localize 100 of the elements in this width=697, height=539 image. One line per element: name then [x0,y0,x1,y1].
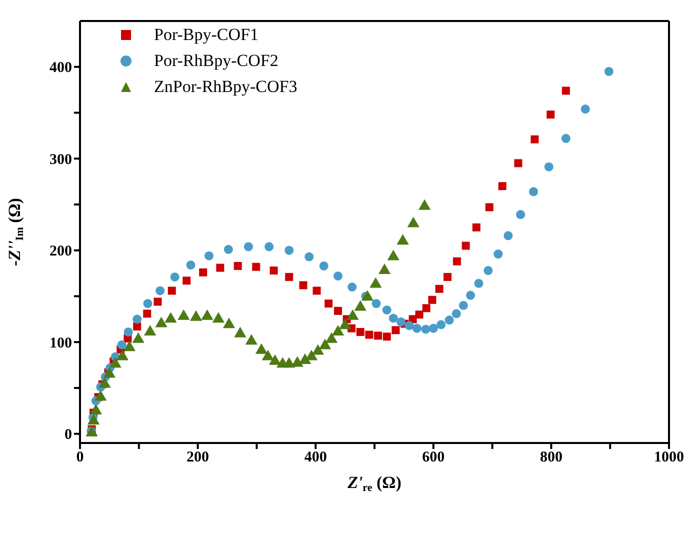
y-tick-label: 300 [50,152,72,168]
point [333,272,342,281]
point [201,309,214,320]
point [544,162,554,172]
point [485,203,494,212]
point [604,66,614,76]
x-tick-label: 400 [304,450,327,466]
x-tick-label: 600 [422,450,445,466]
point [546,110,555,119]
point [562,86,570,95]
point [109,357,122,368]
point [334,306,342,315]
point [428,296,436,304]
point [412,324,422,333]
point [370,277,382,288]
point [421,324,430,334]
point [580,104,590,114]
point [245,334,258,345]
point [133,322,142,330]
point [484,266,493,276]
point [199,268,208,276]
point [387,250,400,260]
x-tick-label: 0 [76,450,84,466]
point [324,300,333,308]
point [472,223,480,232]
point [170,272,180,282]
point [325,332,338,343]
point [283,357,296,368]
x-tick-label: 800 [540,450,562,466]
point [388,314,398,323]
point [494,250,503,259]
y-tick-label: 0 [64,427,72,444]
point [462,242,470,250]
point [312,286,321,295]
point [396,234,409,245]
point [87,414,100,424]
point [154,298,162,306]
point [299,281,308,290]
point [124,327,133,336]
point [498,182,506,190]
legend-label: Por-RhBpy-COF2 [154,50,278,72]
point [186,260,196,270]
point [123,340,136,352]
point [452,257,461,266]
point [436,320,446,330]
point [132,332,144,343]
point [348,282,357,292]
point [529,187,538,196]
point [458,300,468,310]
point [178,309,190,320]
point [435,284,444,293]
point [392,326,400,334]
point [444,316,454,325]
point [284,246,294,255]
point [504,231,513,240]
y-tick-label: 100 [50,335,72,352]
point [356,328,364,336]
point [346,309,359,320]
point [117,340,126,350]
point [204,251,214,260]
point [372,299,381,308]
point [143,310,152,318]
point [428,324,438,333]
point [530,135,539,144]
point [374,332,382,340]
point [514,159,522,168]
point [164,312,177,323]
point [216,264,224,272]
x-tick-label: 1000 [654,450,684,466]
point [116,350,128,360]
legend-label: Por-Bpy-COF1 [154,24,259,46]
point [156,286,165,296]
point [190,310,202,321]
point [318,338,332,350]
point [224,244,233,254]
point [466,290,476,300]
point [304,252,314,262]
x-axis-title: Z'$_{re}$ (Ω) [346,473,402,494]
point [422,304,430,312]
point [255,343,268,354]
point [338,318,352,330]
point [474,278,484,288]
point [212,312,224,323]
point [132,314,142,324]
point [382,332,391,341]
point [561,134,570,143]
point [90,404,102,414]
point [452,309,461,318]
point [262,350,274,360]
y-tick-label: 200 [50,244,72,260]
point [319,261,328,270]
point [298,353,312,364]
point [264,242,274,252]
point [234,326,246,338]
point [382,305,392,314]
point [444,272,452,281]
point [143,299,152,308]
point [332,324,344,336]
point [98,377,111,388]
point [182,276,191,285]
